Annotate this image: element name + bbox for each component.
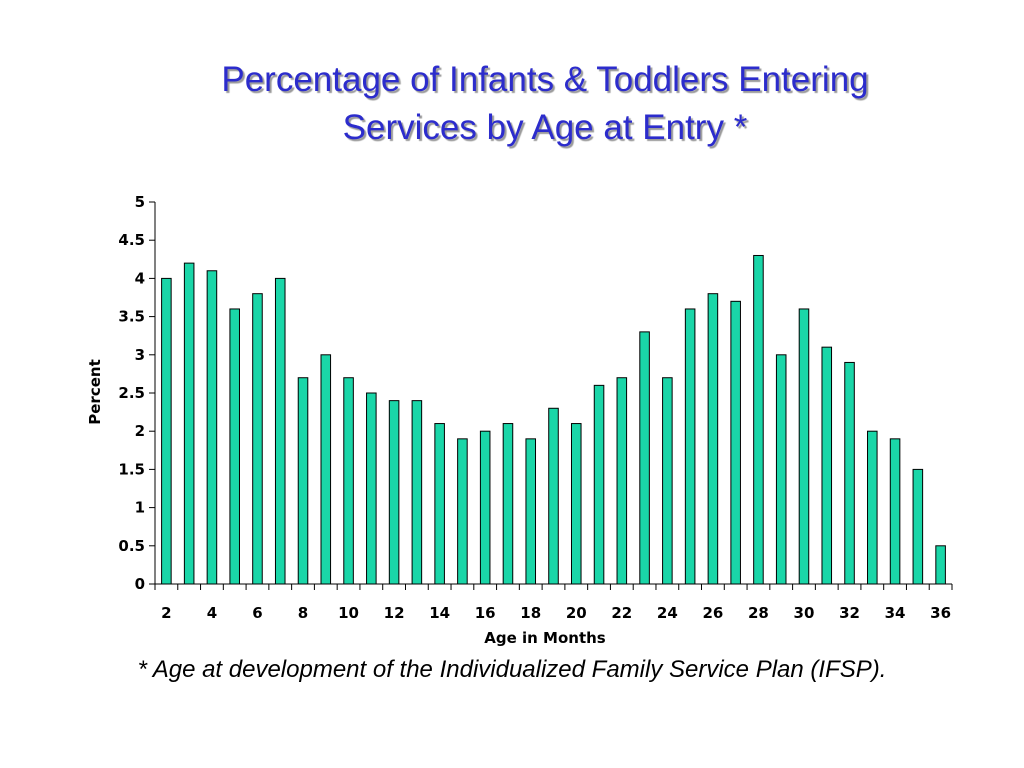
bar-age-35 <box>912 468 924 585</box>
bar-age-29 <box>775 354 787 585</box>
x-tick-label: 18 <box>520 604 541 622</box>
x-axis-label: Age in Months <box>484 629 606 647</box>
bar-age-31 <box>821 346 833 585</box>
bar-age-8 <box>297 377 309 585</box>
bar-age-27 <box>730 300 741 585</box>
bar-age-36 <box>935 545 946 585</box>
bars-group <box>161 254 946 585</box>
x-tick-label: 24 <box>657 604 678 622</box>
chart-title-line-1: Percentage of Infants & Toddlers Enterin… <box>221 60 869 99</box>
chart-title: Percentage of Infants & Toddlers Enterin… <box>140 56 950 152</box>
bar-age-5 <box>229 308 240 585</box>
x-tick-label: 36 <box>930 604 951 622</box>
y-tick-label: 1.5 <box>118 460 145 478</box>
x-tick-label: 32 <box>839 604 860 622</box>
x-tick-label: 16 <box>475 604 496 622</box>
bar-age-15 <box>457 438 468 585</box>
y-axis-label: Percent <box>86 359 104 424</box>
y-tick-label: 0.5 <box>118 537 145 555</box>
footnote: * Age at development of the Individualiz… <box>137 656 887 683</box>
x-tick-label: 20 <box>566 604 587 622</box>
x-tick-label: 10 <box>338 604 359 622</box>
x-tick-label: 34 <box>885 604 906 622</box>
bar-age-21 <box>593 384 605 585</box>
x-tick-label: 8 <box>298 604 308 622</box>
y-tick-label: 1 <box>135 499 145 517</box>
x-tick-label: 28 <box>748 604 769 622</box>
x-tick-label: 26 <box>702 604 723 622</box>
bar-age-24 <box>662 377 673 585</box>
bar-age-23 <box>639 331 650 585</box>
bar-age-28 <box>753 254 764 585</box>
x-tick-label: 14 <box>429 604 450 622</box>
bar-age-26 <box>707 293 719 585</box>
y-tick-label: 3.5 <box>118 308 145 326</box>
bar-age-34 <box>889 438 901 585</box>
y-tick-label: 5 <box>135 193 145 211</box>
bar-age-12 <box>388 400 400 585</box>
x-tick-label: 2 <box>161 604 171 622</box>
bar-age-33 <box>867 430 878 585</box>
bar-age-16 <box>479 430 491 585</box>
y-tick-label: 4 <box>135 269 145 287</box>
bar-age-4 <box>206 270 218 585</box>
x-tick-label: 4 <box>207 604 217 622</box>
bar-age-7 <box>274 277 286 585</box>
bar-age-17 <box>502 423 514 585</box>
x-tick-label: 12 <box>384 604 405 622</box>
y-tick-label: 0 <box>135 575 145 593</box>
x-tick-label: 30 <box>794 604 815 622</box>
bar-age-22 <box>616 377 628 585</box>
bar-age-9 <box>320 354 332 585</box>
bar-age-14 <box>434 423 445 585</box>
axes-group: 00.511.522.533.544.552 4 6 8 10 12 14 16 18 20 22 2… <box>118 193 953 622</box>
y-tick-label: 2 <box>135 422 145 440</box>
bar-age-18 <box>525 438 537 585</box>
bar-age-3 <box>183 262 195 585</box>
x-tick-label: 22 <box>611 604 632 622</box>
y-tick-label: 4.5 <box>118 231 145 249</box>
y-tick-label: 3 <box>135 346 145 364</box>
y-tick-label: 2.5 <box>118 384 145 402</box>
bar-age-25 <box>684 308 696 585</box>
bar-age-30 <box>798 308 810 585</box>
bar-age-13 <box>411 400 423 585</box>
bar-age-10 <box>343 377 354 585</box>
bar-age-32 <box>844 361 855 585</box>
bar-age-19 <box>548 407 559 585</box>
chart-title-line-2: Services by Age at Entry * <box>342 108 748 147</box>
bar-age-11 <box>366 392 377 585</box>
bar-age-20 <box>570 423 582 585</box>
bar-age-6 <box>252 293 263 585</box>
bar-age-2 <box>161 277 172 585</box>
x-tick-label: 6 <box>252 604 262 622</box>
